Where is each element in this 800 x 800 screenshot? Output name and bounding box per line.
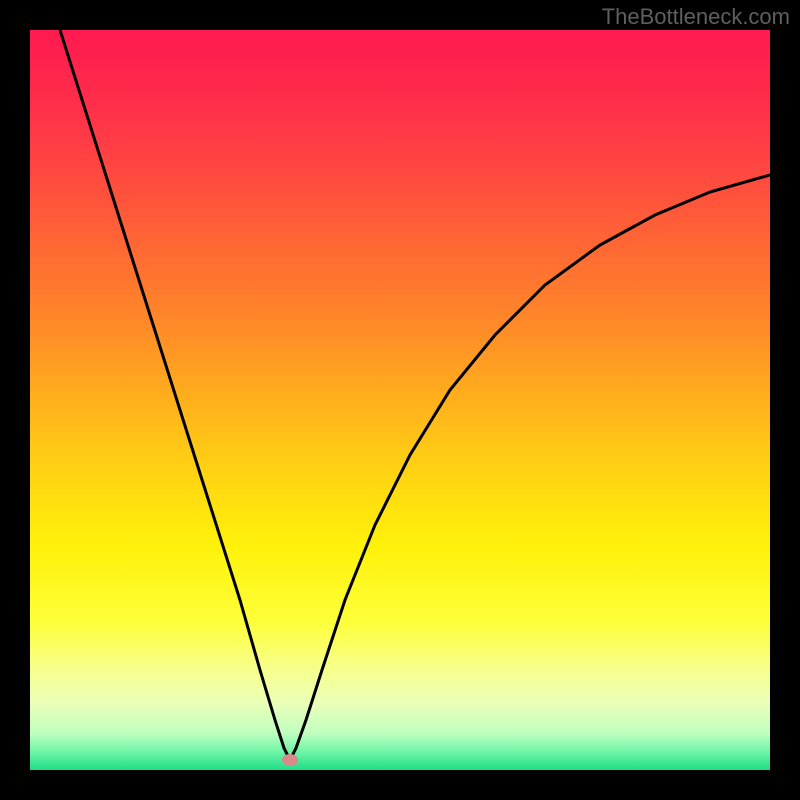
- watermark-text: TheBottleneck.com: [602, 4, 790, 30]
- plot-area: [30, 30, 770, 770]
- minimum-marker: [282, 754, 298, 766]
- chart-container: TheBottleneck.com: [0, 0, 800, 800]
- bottleneck-curve: [30, 30, 770, 770]
